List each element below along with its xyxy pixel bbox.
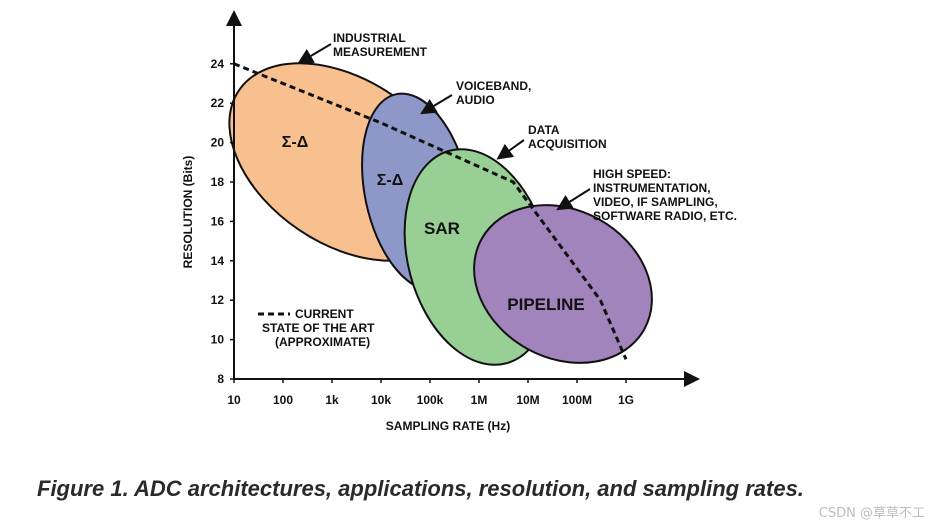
x-tick-label: 100: [273, 393, 293, 407]
x-tick-label: 1M: [471, 393, 488, 407]
industrial-label-line2: MEASUREMENT: [333, 45, 428, 59]
y-ticks: 8 10 12 14 16 18 20 22 24: [211, 57, 234, 386]
y-tick-label: 14: [211, 254, 225, 268]
y-tick-label: 8: [217, 372, 224, 386]
state-of-art-line: [233, 62, 628, 360]
x-tick-label: 10: [227, 393, 241, 407]
data-acq-label-line2: ACQUISITION: [528, 137, 607, 151]
x-tick-label: 1k: [325, 393, 339, 407]
x-tick-label: 1G: [618, 393, 634, 407]
y-tick-label: 18: [211, 175, 225, 189]
x-axis-title: SAMPLING RATE (Hz): [386, 419, 510, 433]
pipeline-region: [473, 204, 653, 364]
y-tick-label: 20: [211, 136, 225, 150]
legend-line2: STATE OF THE ART: [262, 321, 375, 335]
data-acq-arrow: [496, 139, 525, 160]
high-speed-arrow: [556, 188, 591, 211]
voiceband-label-line1: VOICEBAND,: [456, 79, 531, 93]
sar-label: SAR: [424, 219, 460, 238]
pipeline-label: PIPELINE: [507, 295, 584, 314]
industrial-label-line1: INDUSTRIAL: [333, 31, 406, 45]
x-ticks: 10 100 1k 10k 100k 1M 10M 100M 1G: [227, 379, 634, 407]
watermark-text: CSDN @草草不工: [818, 506, 925, 521]
industrial-arrow: [297, 43, 332, 65]
y-tick-label: 10: [211, 333, 225, 347]
high-speed-label-line2: INSTRUMENTATION,: [593, 181, 711, 195]
x-tick-label: 10M: [516, 393, 539, 407]
y-tick-label: 24: [211, 57, 225, 71]
voiceband-arrow: [420, 94, 453, 115]
x-tick-label: 100k: [417, 393, 444, 407]
high-speed-label-line3: VIDEO, IF SAMPLING,: [593, 195, 718, 209]
sigma-delta-label-1: Σ-Δ: [282, 134, 308, 151]
high-speed-label-line1: HIGH SPEED:: [593, 167, 671, 181]
x-tick-label: 10k: [371, 393, 391, 407]
y-tick-label: 16: [211, 214, 225, 228]
legend-line3: (APPROXIMATE): [275, 335, 370, 349]
figure-caption: Figure 1. ADC architectures, application…: [37, 476, 804, 501]
data-acq-label-line1: DATA: [528, 123, 560, 137]
y-tick-label: 22: [211, 96, 225, 110]
sigma-delta-label-2: Σ-Δ: [377, 172, 403, 189]
y-tick-label: 12: [211, 293, 225, 307]
x-tick-label: 100M: [562, 393, 592, 407]
y-axis-title: RESOLUTION (Bits): [181, 156, 195, 269]
legend-line1: CURRENT: [295, 307, 354, 321]
high-speed-label-line4: SOFTWARE RADIO, ETC.: [593, 209, 737, 223]
voiceband-label-line2: AUDIO: [456, 93, 495, 107]
